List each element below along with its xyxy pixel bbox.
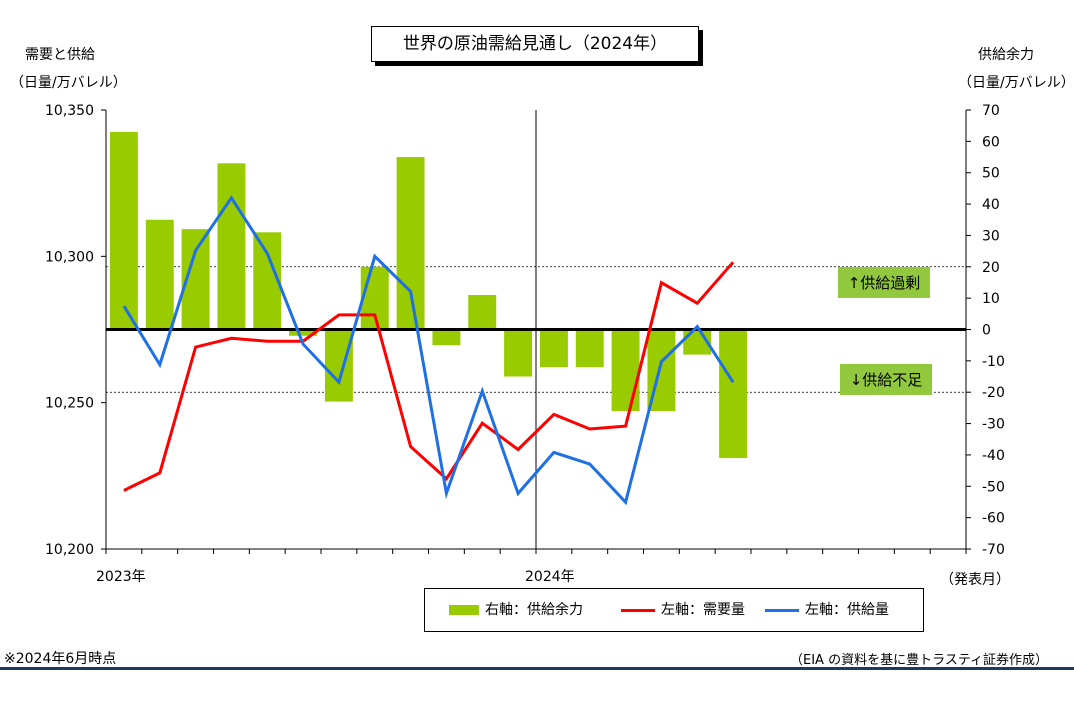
right-tick-label-9: -20: [982, 385, 1005, 401]
legend-swatch-supply: [765, 608, 799, 612]
bar-surplus-1: [145, 219, 174, 330]
legend-label-demand: 左軸：需要量: [661, 602, 745, 618]
left-axis-title-line2: （日量/万バレル）: [10, 75, 127, 91]
bar-surplus-11: [504, 329, 533, 377]
right-tick-label-4: 30: [982, 228, 1000, 244]
left-tick-label-2: 10,300: [45, 249, 94, 265]
right-axis-title-line1: 供給余力: [978, 47, 1034, 63]
right-tick-label-10: -30: [982, 417, 1005, 433]
bar-surplus-13: [575, 329, 604, 368]
right-tick-label-8: -10: [982, 354, 1005, 370]
right-tick-label-1: 60: [982, 134, 1000, 150]
bar-surplus-3: [217, 163, 246, 330]
bottom-rule: [0, 667, 1074, 670]
x-label-2023: 2023年: [96, 569, 146, 585]
right-tick-label-7: 0: [982, 323, 991, 339]
right-tick-label-6: 10: [982, 291, 1000, 307]
chart-title: 世界の原油需給見通し（2024年）: [371, 26, 699, 62]
right-tick-label-13: -60: [982, 511, 1005, 527]
right-tick-label-0: 70: [982, 103, 1000, 119]
line-demand: [123, 261, 735, 492]
legend-item-supply: 左軸：供給量: [765, 589, 889, 631]
footer-source: （EIA の資料を基に豊トラスティ証券作成）: [790, 653, 1049, 668]
legend-swatch-demand: [621, 608, 655, 612]
left-tick-label-0: 10,200: [45, 542, 94, 558]
x-label-2024: 2024年: [525, 569, 575, 585]
legend: 右軸：供給余力 左軸：需要量 左軸：供給量: [424, 588, 924, 632]
right-axis-title-line2: （日量/万バレル）: [958, 75, 1074, 91]
right-tick-label-3: 40: [982, 197, 1000, 213]
bar-surplus-17: [719, 329, 748, 459]
footer-note: ※2024年6月時点: [4, 651, 117, 667]
legend-label-surplus: 右軸：供給余力: [485, 602, 583, 618]
right-tick-label-2: 50: [982, 166, 1000, 182]
right-tick-label-12: -50: [982, 479, 1005, 495]
bar-surplus-9: [432, 329, 461, 346]
annotation-deficit-box: [840, 364, 932, 395]
bar-surplus-10: [468, 295, 497, 330]
left-tick-label-3: 10,350: [45, 103, 94, 119]
bar-surplus-5: [289, 329, 318, 336]
left-tick-label-1: 10,250: [45, 396, 94, 412]
legend-swatch-surplus: [449, 605, 479, 615]
right-tick-label-5: 20: [982, 260, 1000, 276]
bar-surplus-8: [396, 157, 425, 330]
bar-surplus-0: [109, 131, 138, 330]
bar-surplus-6: [324, 329, 353, 402]
bar-surplus-14: [611, 329, 640, 412]
legend-label-supply: 左軸：供給量: [805, 602, 889, 618]
legend-item-surplus: 右軸：供給余力: [449, 589, 583, 631]
bar-surplus-12: [539, 329, 568, 368]
left-axis-title-line1: 需要と供給: [25, 47, 95, 63]
annotation-deficit-text: ↓供給不足: [850, 371, 923, 389]
right-tick-label-11: -40: [982, 448, 1005, 464]
x-axis-unit: （発表月）: [940, 572, 1010, 588]
right-tick-label-14: -70: [982, 542, 1005, 558]
legend-item-demand: 左軸：需要量: [621, 589, 745, 631]
line-supply: [122, 195, 735, 506]
annotation-surplus-box: [838, 267, 930, 298]
annotation-surplus-text: ↑供給過剰: [848, 274, 921, 292]
